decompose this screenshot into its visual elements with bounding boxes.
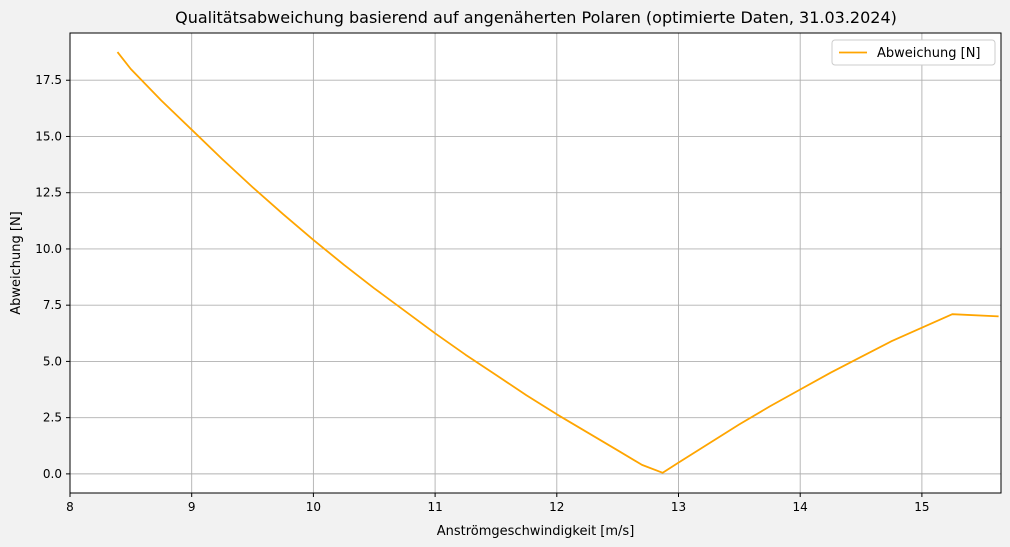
ticks: 8 9 10 11 12 13 14 15 0.0 2.5 5.0 7.5 10.0 12.5 15.0 17… bbox=[35, 73, 929, 514]
x-tick-label: 10 bbox=[306, 500, 321, 514]
y-tick-label: 10.0 bbox=[35, 242, 62, 256]
x-tick-label: 14 bbox=[793, 500, 808, 514]
x-tick-label: 15 bbox=[914, 500, 929, 514]
x-tick-label: 13 bbox=[671, 500, 686, 514]
x-tick-label: 8 bbox=[66, 500, 74, 514]
plot-frame bbox=[69, 32, 1002, 494]
y-tick-label: 7.5 bbox=[43, 298, 62, 312]
grid bbox=[69, 33, 1001, 493]
y-tick-label: 5.0 bbox=[43, 354, 62, 368]
y-tick-label: 17.5 bbox=[35, 73, 62, 87]
y-tick-label: 15.0 bbox=[35, 129, 62, 143]
y-tick-label: 2.5 bbox=[43, 411, 62, 425]
legend-box bbox=[831, 39, 996, 66]
series-layer bbox=[116, 51, 999, 474]
y-axis-label: Abweichung [N] bbox=[9, 211, 24, 315]
chart-title: Qualitätsabweichung basierend auf angenä… bbox=[175, 8, 897, 27]
series-line bbox=[116, 51, 999, 474]
y-tick-label: 0.0 bbox=[43, 467, 62, 481]
x-tick-label: 9 bbox=[188, 500, 196, 514]
x-tick-label: 12 bbox=[549, 500, 564, 514]
x-tick-label: 11 bbox=[427, 500, 442, 514]
x-axis-label: Anströmgeschwindigkeit [m/s] bbox=[437, 524, 635, 539]
y-tick-label: 12.5 bbox=[35, 186, 62, 200]
legend-label: Abweichung [N] bbox=[877, 46, 981, 61]
plot-area bbox=[70, 33, 1001, 493]
legend: Abweichung [N] bbox=[831, 39, 996, 66]
